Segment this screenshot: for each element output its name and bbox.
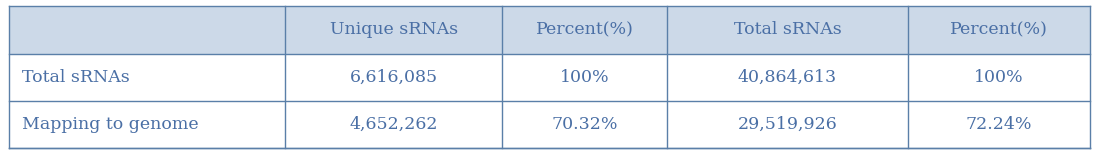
Text: 29,519,926: 29,519,926 [737, 116, 837, 133]
Text: Total sRNAs: Total sRNAs [734, 21, 842, 38]
Text: 100%: 100% [975, 69, 1024, 86]
Text: Mapping to genome: Mapping to genome [22, 116, 199, 133]
Bar [502, 6, 667, 54]
Bar [9, 6, 285, 54]
Text: 72.24%: 72.24% [966, 116, 1032, 133]
Text: 4,652,262: 4,652,262 [349, 116, 439, 133]
Text: 70.32%: 70.32% [552, 116, 618, 133]
Text: Total sRNAs: Total sRNAs [22, 69, 130, 86]
Text: 40,864,613: 40,864,613 [737, 69, 837, 86]
Bar [9, 54, 285, 101]
Bar [667, 6, 908, 54]
Text: 6,616,085: 6,616,085 [349, 69, 437, 86]
Bar [285, 54, 502, 101]
Text: Percent(%): Percent(%) [536, 21, 634, 38]
Bar [908, 101, 1090, 148]
Bar [502, 101, 667, 148]
Bar [502, 54, 667, 101]
Bar [667, 101, 908, 148]
Bar [285, 101, 502, 148]
Text: Unique sRNAs: Unique sRNAs [330, 21, 458, 38]
Bar [908, 54, 1090, 101]
Bar [667, 54, 908, 101]
Text: 100%: 100% [560, 69, 610, 86]
Text: Percent(%): Percent(%) [951, 21, 1048, 38]
Bar [9, 101, 285, 148]
Bar [285, 6, 502, 54]
Bar [908, 6, 1090, 54]
